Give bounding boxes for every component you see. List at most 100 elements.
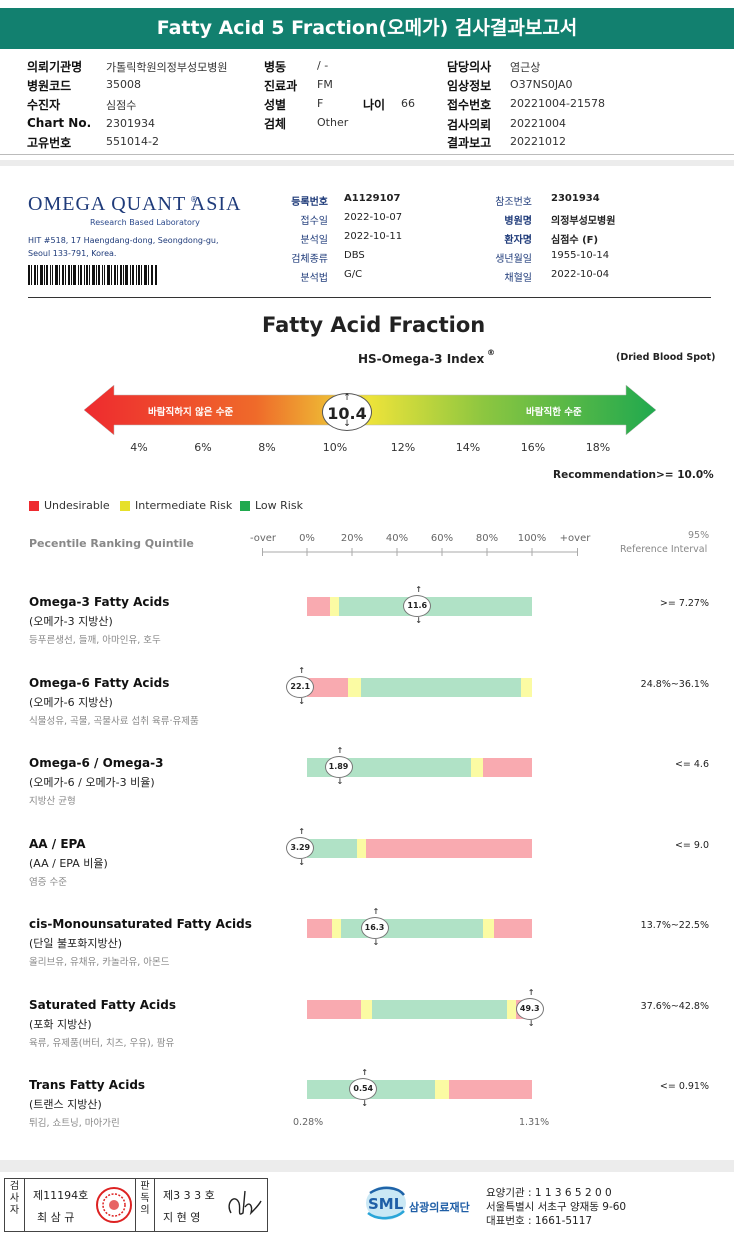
scale-label: 20% <box>340 533 364 544</box>
specimen-note: (Dried Blood Spot) <box>616 352 716 363</box>
row-description: 튀김, 쇼트닝, 마아가린 <box>29 1118 120 1129</box>
specimen-type-label: 검체종류 <box>291 254 328 265</box>
analyzed-value: 2022-10-11 <box>344 231 403 242</box>
bar-segment-red <box>307 678 348 697</box>
reference-interval: 13.7%~22.5% <box>640 920 709 931</box>
divider-band <box>0 160 734 166</box>
percentile-bar <box>307 839 532 858</box>
scale-label: -over <box>249 533 277 544</box>
index-subtitle-mark: ® <box>487 348 495 357</box>
institution-label: 의뢰기관명 <box>27 60 83 74</box>
bar-segment-yellow <box>482 919 495 938</box>
sml-logo-image <box>366 1186 406 1220</box>
reference-interval: <= 4.6 <box>674 759 709 770</box>
reference-interval: >= 7.27% <box>659 598 709 609</box>
bar-segment-red <box>307 597 330 616</box>
received-value: 2022-10-07 <box>344 212 403 223</box>
ref-no-value: 2301934 <box>551 193 600 204</box>
row-description: 지방산 균형 <box>29 796 76 807</box>
dob-label: 생년월일 <box>495 254 532 265</box>
percentile-bar <box>307 597 532 616</box>
bar-segment-yellow <box>507 1000 517 1019</box>
lab-address-line1: HIT #518, 17 Haengdang-dong, Seongdong-g… <box>28 236 219 245</box>
gauge-right-label: 바람직한 수준 <box>526 407 582 418</box>
org-name: 삼광의료재단 <box>409 1201 470 1214</box>
scale-label: 80% <box>475 533 499 544</box>
reviewer-label-text: 판독의 <box>140 1181 150 1216</box>
analyzed-label: 분석일 <box>300 235 328 246</box>
ref-no-label: 참조번호 <box>495 197 532 208</box>
barcode-image <box>28 265 157 285</box>
age-value: 66 <box>401 97 415 110</box>
index-subtitle: HS-Omega-3 Index <box>358 352 485 366</box>
report-date-label: 결과보고 <box>447 136 492 150</box>
row-subtitle: (오메가-6 / 오메가-3 비율) <box>29 776 155 789</box>
scale-label: +over <box>559 533 591 544</box>
org-phone: 대표번호 : 1661-5117 <box>486 1215 593 1227</box>
bar-segment-red <box>493 919 532 938</box>
method-label: 분석법 <box>300 273 328 284</box>
agency-number: 요양기관 : 1 1 3 6 5 2 0 0 <box>486 1187 612 1199</box>
ref-interval-label2: Reference Interval <box>620 544 708 555</box>
recommendation-label: Recommendation <box>553 469 657 481</box>
dept-label: 진료과 <box>264 79 298 93</box>
row-title: Omega-6 Fatty Acids <box>29 676 170 690</box>
signature-image <box>228 1190 262 1216</box>
reference-interval: <= 9.0 <box>674 840 709 851</box>
row-description: 염증 수준 <box>29 877 67 888</box>
scale-label: 40% <box>385 533 409 544</box>
unique-id-value: 551014-2 <box>106 135 159 148</box>
bar-segment-yellow <box>347 678 362 697</box>
patient-value: 심점수 <box>106 99 137 112</box>
sml-logo-text: SML <box>368 1195 404 1213</box>
row-description: 육류, 유제품(버터, 치즈, 우유), 팜유 <box>29 1038 175 1049</box>
hospital-name-value: 의정부성모병원 <box>551 216 616 227</box>
hospital-code-value: 35008 <box>106 78 141 91</box>
legend-red-swatch <box>29 501 39 511</box>
reviewer-name: 지 현 영 <box>163 1211 201 1224</box>
tick-label: 4% <box>130 441 148 454</box>
institution-value: 가톨릭학원의정부성모병원 <box>106 61 228 74</box>
row-subtitle: (단일 불포화지방산) <box>29 937 123 950</box>
bar-segment-yellow <box>435 1080 450 1099</box>
row-subtitle: (오메가-3 지방산) <box>29 615 113 628</box>
bar-segment-yellow <box>361 1000 373 1019</box>
arrow-down-icon: ↓ <box>343 419 351 429</box>
bar-segment-yellow <box>471 758 483 777</box>
bar-segment-green <box>372 1000 508 1019</box>
legend-yellow-swatch <box>120 501 130 511</box>
bar-segment-yellow <box>331 919 342 938</box>
percentile-label: Pecentile Ranking Quintile <box>29 537 194 550</box>
clinical-label: 임상정보 <box>447 79 492 93</box>
scale-axis <box>262 548 578 556</box>
dob-value: 1955-10-14 <box>551 250 610 261</box>
hospital-name-label: 병원명 <box>504 216 532 227</box>
row-description: 올리브유, 유채유, 카놀라유, 아몬드 <box>29 957 170 968</box>
ward-label: 병동 <box>264 60 287 74</box>
reference-interval: 24.8%~36.1% <box>640 679 709 690</box>
tick-label: 16% <box>520 441 546 454</box>
method-value: G/C <box>344 269 363 280</box>
bar-segment-yellow <box>520 678 532 697</box>
tick-label: 10% <box>322 441 348 454</box>
specimen-value: Other <box>317 116 349 129</box>
doctor-value: 염근상 <box>510 61 541 74</box>
patient-label: 수진자 <box>27 98 61 112</box>
trans-scale-max: 1.31% <box>519 1117 550 1128</box>
scale-label: 100% <box>517 533 547 544</box>
chart-no-value: 2301934 <box>106 117 155 130</box>
tick-label: 6% <box>194 441 212 454</box>
bar-segment-green <box>338 597 532 616</box>
stamp-seal-image <box>96 1187 132 1223</box>
ref-interval-label1: 95% <box>688 530 710 541</box>
lab-brand-mark: ® <box>190 195 198 204</box>
legend-intermediate: Intermediate Risk <box>135 499 233 512</box>
scale-label: 60% <box>430 533 454 544</box>
row-title: Omega-6 / Omega-3 <box>29 756 164 770</box>
tick-label: 12% <box>390 441 416 454</box>
reference-interval: <= 0.91% <box>659 1081 709 1092</box>
trans-scale-min: 0.28% <box>293 1117 324 1128</box>
org-address: 서울특별시 서초구 양재동 9-60 <box>486 1201 627 1213</box>
divider <box>28 297 711 298</box>
unique-id-label: 고유번호 <box>27 136 72 150</box>
